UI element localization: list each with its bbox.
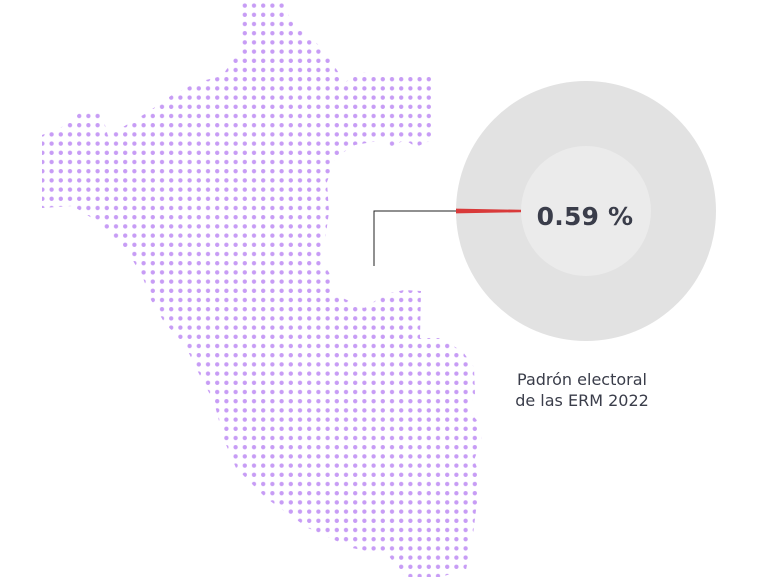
donut-slice (455, 208, 522, 214)
leader-line (373, 210, 456, 266)
donut-chart (455, 81, 716, 341)
donut-inner-circle (521, 146, 651, 276)
percentage-value: 0.59 % (536, 201, 634, 231)
caption-line-2: de las ERM 2022 (515, 391, 649, 410)
caption-line-1: Padrón electoral (517, 370, 647, 389)
caption: Padrón electoral de las ERM 2022 (492, 369, 672, 411)
peru-map-dots (42, 0, 482, 577)
